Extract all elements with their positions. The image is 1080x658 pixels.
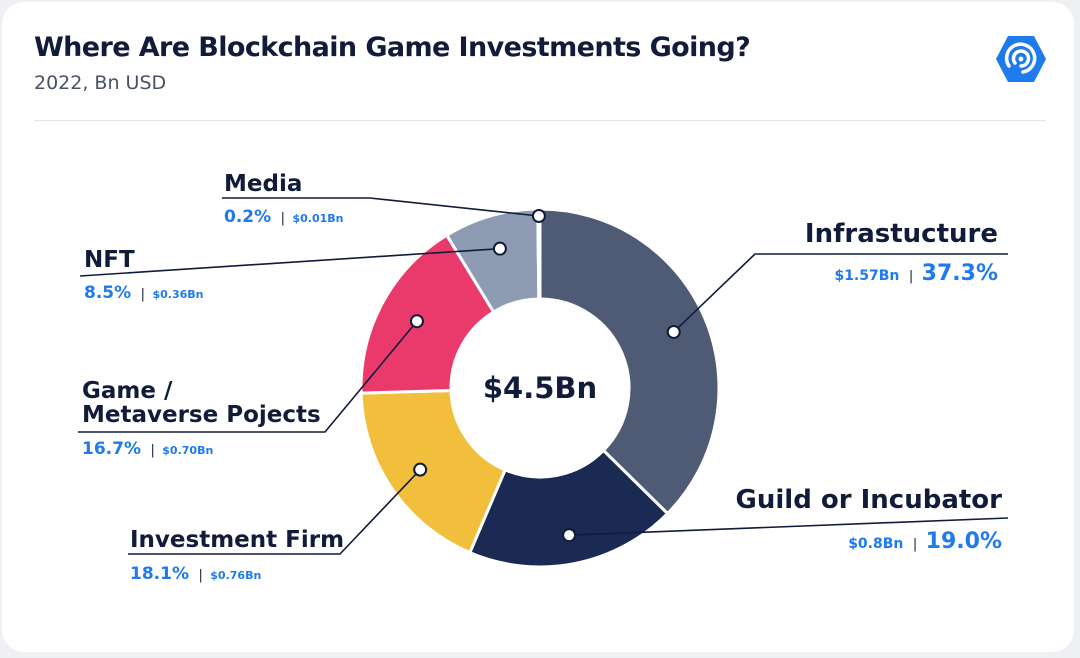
label-investment-pct: 18.1% — [130, 564, 189, 584]
label-guild-sep: | — [913, 537, 917, 552]
leader-line-nft — [79, 247, 500, 277]
label-game-sep: | — [150, 443, 154, 458]
label-infrastucture-values: $1.57Bn | 37.3% — [834, 261, 998, 286]
label-infrastucture-amount: $1.57Bn — [834, 268, 899, 284]
label-media-amount: $0.01Bn — [292, 212, 343, 225]
chart-subtitle: 2022, Bn USD — [34, 72, 167, 94]
label-infrastucture-name: Infrastucture — [805, 219, 998, 249]
leader-lines — [78, 197, 1009, 555]
leader-marker-guild — [562, 528, 577, 543]
donut-hole — [451, 299, 629, 477]
label-investment-amount: $0.76Bn — [210, 569, 261, 582]
label-media-values: 0.2% | $0.01Bn — [224, 207, 343, 227]
leader-marker-nft — [492, 241, 507, 256]
leader-marker-media — [531, 209, 546, 224]
label-nft-amount: $0.36Bn — [152, 288, 203, 301]
header-divider — [34, 120, 1046, 121]
label-investment-sep: | — [198, 568, 202, 583]
label-nft-pct: 8.5% — [84, 283, 131, 303]
label-infrastucture-sep: | — [909, 269, 913, 284]
label-infrastucture-pct: 37.3% — [922, 261, 998, 286]
label-media-name: Media — [224, 171, 302, 197]
leader-line-guild — [569, 517, 1009, 536]
label-game-amount: $0.70Bn — [162, 444, 213, 457]
label-guild-name: Guild or Incubator — [736, 485, 1003, 515]
watermark: DappRadar榜单 — [797, 591, 1038, 623]
label-media-pct: 0.2% — [224, 207, 271, 227]
leader-line-infrastucture — [673, 253, 1008, 333]
label-guild-values: $0.8Bn | 19.0% — [848, 529, 1002, 554]
leader-line-investment — [128, 469, 421, 555]
label-guild-pct: 19.0% — [926, 529, 1002, 554]
label-game-pct: 16.7% — [82, 439, 141, 459]
leader-marker-investment — [413, 462, 428, 477]
label-nft-sep: | — [141, 287, 145, 302]
watermark-text: DappRadar榜单 — [848, 591, 1038, 620]
label-nft-name: NFT — [84, 247, 135, 273]
dappradar-logo-icon — [996, 36, 1046, 82]
label-guild-amount: $0.8Bn — [848, 536, 903, 552]
label-media-sep: | — [281, 211, 285, 226]
leader-marker-game — [409, 314, 424, 329]
label-game-name-line1: Game / — [82, 378, 173, 404]
label-investment-values: 18.1% | $0.76Bn — [130, 564, 261, 584]
center-total-label: $4.5Bn — [483, 371, 597, 405]
label-investment-name: Investment Firm — [130, 527, 344, 553]
label-game-name-line2: Metaverse Pojects — [82, 402, 321, 428]
label-nft-values: 8.5% | $0.36Bn — [84, 283, 203, 303]
label-game-values: 16.7% | $0.70Bn — [82, 439, 213, 459]
leader-marker-infrastucture — [666, 324, 681, 339]
wechat-icon — [797, 592, 841, 623]
chart-title: Where Are Blockchain Game Investments Go… — [34, 32, 751, 63]
leader-line-game — [78, 320, 418, 433]
donut-slices — [359, 207, 721, 569]
leader-line-media — [222, 197, 540, 217]
